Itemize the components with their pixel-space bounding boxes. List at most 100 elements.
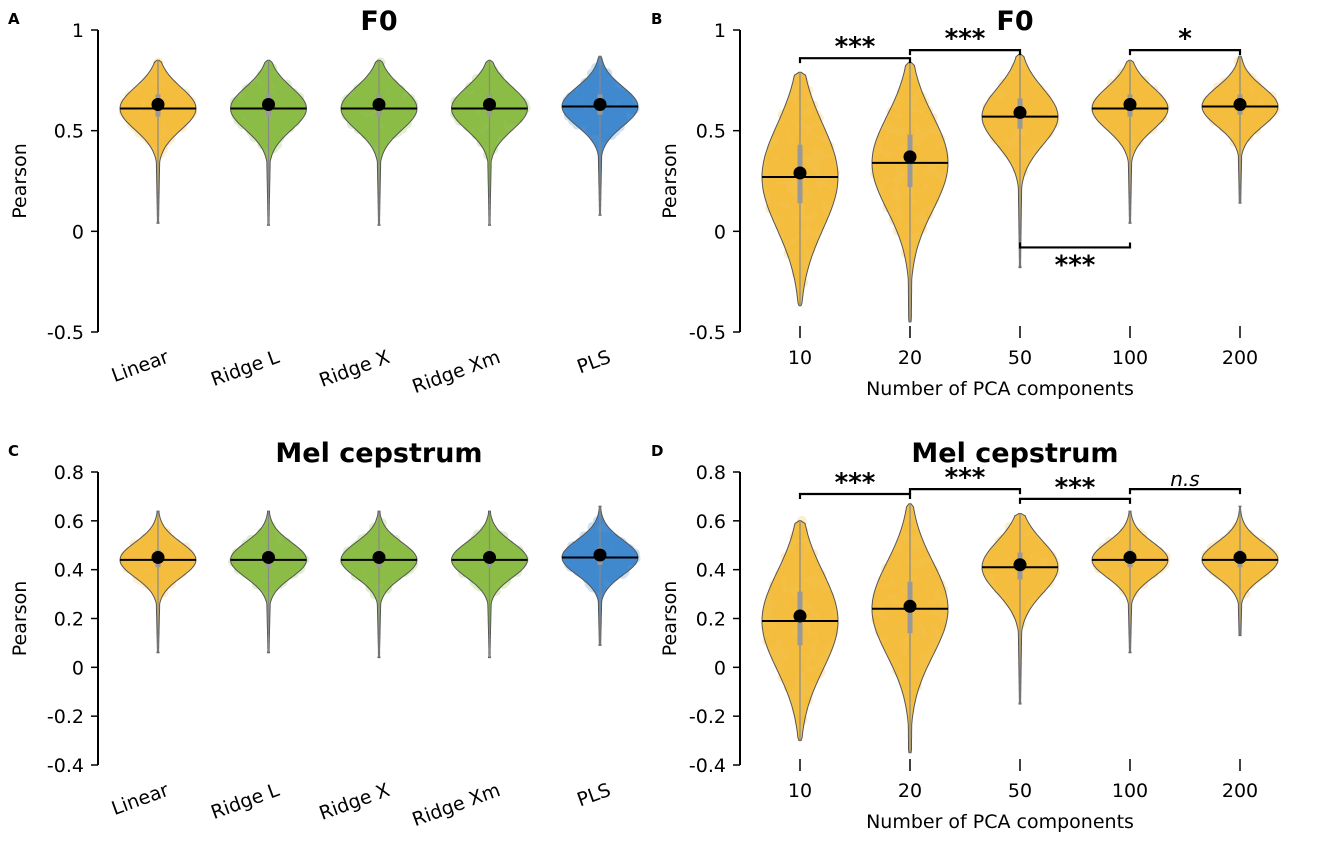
violin-pls [561, 55, 640, 216]
y-tick-label: 0.2 [696, 609, 726, 631]
mean-marker [262, 550, 275, 564]
violin-linear [118, 57, 198, 224]
x-tick-label: 50 [1008, 780, 1032, 802]
panel-a: A F0 -0.5 0 0.5 1 Pearson Linear Ridge L Ridge X R… [8, 6, 640, 398]
y-tick-label: 0.5 [54, 121, 84, 143]
significance-label: *** [1055, 250, 1096, 280]
significance-bracket: *** [1018, 242, 1132, 280]
x-tick-label: Linear [109, 779, 172, 820]
violin-100 [1091, 510, 1171, 654]
violin-linear [119, 510, 197, 654]
x-tick-label: Ridge Xm [409, 346, 503, 398]
x-tick-label: 20 [898, 347, 922, 369]
mean-marker [372, 550, 386, 564]
x-tick-label: Ridge L [208, 779, 283, 824]
mean-marker [151, 550, 165, 564]
y-tick-label: 0.4 [54, 560, 84, 582]
y-tick-label: 0 [714, 221, 726, 243]
y-axis-label: Pearson [9, 143, 31, 219]
panel-title: Mel cepstrum [275, 438, 482, 469]
significance-bracket: *** [908, 24, 1022, 56]
y-tick-label: -0.4 [689, 755, 726, 777]
x-axis-label: Number of PCA components [866, 378, 1134, 400]
y-tick-label: 0 [72, 221, 84, 243]
panel-label: A [8, 10, 20, 28]
panel-label: C [8, 442, 19, 460]
bracket-line [1018, 242, 1132, 249]
bracket-line [1128, 49, 1242, 56]
x-axis-label: Number of PCA components [866, 811, 1134, 833]
mean-marker [1233, 97, 1247, 111]
x-tick-label: Ridge X [316, 346, 392, 392]
y-tick-label: -0.2 [47, 706, 84, 728]
significance-bracket: * [1128, 24, 1242, 56]
panel-b: B F0 -0.5 0 0.5 1 Pearson 10 20 50 100 200 Number of… [651, 6, 1281, 400]
significance-label: * [1178, 24, 1192, 54]
x-tick-label: 50 [1008, 347, 1032, 369]
x-tick-label: PLS [574, 346, 614, 378]
significance-label: n.s [1170, 467, 1199, 491]
y-axis-label: Pearson [659, 143, 681, 219]
x-tick-label: 200 [1222, 347, 1258, 369]
y-tick-label: 0.4 [696, 560, 726, 582]
violin-20 [870, 61, 949, 323]
x-tick-label: 200 [1222, 780, 1258, 802]
panel-label: B [651, 10, 662, 28]
panel-title: Mel cepstrum [911, 438, 1118, 469]
violin-10 [761, 71, 840, 307]
mean-marker [372, 97, 386, 111]
violin-ridge-x [339, 510, 418, 659]
mean-marker [151, 97, 165, 111]
x-tick-label: Linear [109, 346, 172, 387]
y-tick-label: 0.6 [54, 511, 84, 533]
mean-marker [1013, 558, 1027, 572]
y-tick-label: -0.5 [47, 322, 84, 344]
x-tick-label: Ridge L [208, 346, 283, 391]
y-axis-label: Pearson [659, 581, 681, 657]
violin-50 [981, 53, 1060, 269]
panel-title: F0 [360, 6, 397, 37]
x-tick-label: 20 [898, 780, 922, 802]
violin-100 [1091, 59, 1171, 224]
bracket-line [798, 57, 912, 64]
violin-ridge-xm [450, 59, 531, 226]
violin-20 [870, 503, 949, 754]
y-tick-label: -0.2 [689, 706, 726, 728]
x-tick-label: 10 [788, 780, 812, 802]
bracket-line [908, 49, 1022, 56]
violin-pls [561, 505, 641, 646]
violin-200 [1201, 505, 1280, 637]
y-tick-label: 0.6 [696, 511, 726, 533]
mean-marker [903, 599, 917, 613]
y-tick-label: 0.8 [54, 462, 84, 484]
y-axis-label: Pearson [9, 581, 31, 657]
significance-label: *** [835, 32, 876, 62]
significance-bracket: *** [798, 468, 912, 499]
panel-label: D [651, 442, 663, 460]
y-tick-label: 1 [714, 20, 726, 42]
panel-title: F0 [996, 6, 1033, 37]
mean-marker [593, 97, 607, 111]
mean-marker [593, 548, 607, 562]
x-tick-label: 100 [1112, 780, 1148, 802]
mean-marker [262, 97, 275, 111]
significance-bracket: *** [1018, 473, 1132, 504]
y-tick-label: -0.4 [47, 755, 84, 777]
significance-bracket: n.s [1128, 467, 1242, 495]
y-tick-label: 0 [714, 657, 726, 679]
violin-ridge-x [340, 57, 418, 226]
y-tick-label: 0.8 [696, 462, 726, 484]
x-tick-label: PLS [574, 779, 614, 811]
violin-10 [761, 515, 839, 742]
significance-label: *** [835, 468, 876, 498]
violin-ridge-l [228, 510, 310, 654]
y-tick-label: 0.5 [696, 121, 726, 143]
y-tick-label: 1 [72, 20, 84, 42]
mean-marker [1123, 550, 1137, 564]
significance-label: *** [1055, 473, 1096, 503]
panel-c: C Mel cepstrum -0.4 -0.2 0 0.2 0.4 0.6 0.8 Pearso… [8, 438, 641, 831]
violin-200 [1201, 55, 1281, 204]
significance-label: *** [945, 463, 986, 493]
violin-ridge-l [229, 59, 308, 226]
